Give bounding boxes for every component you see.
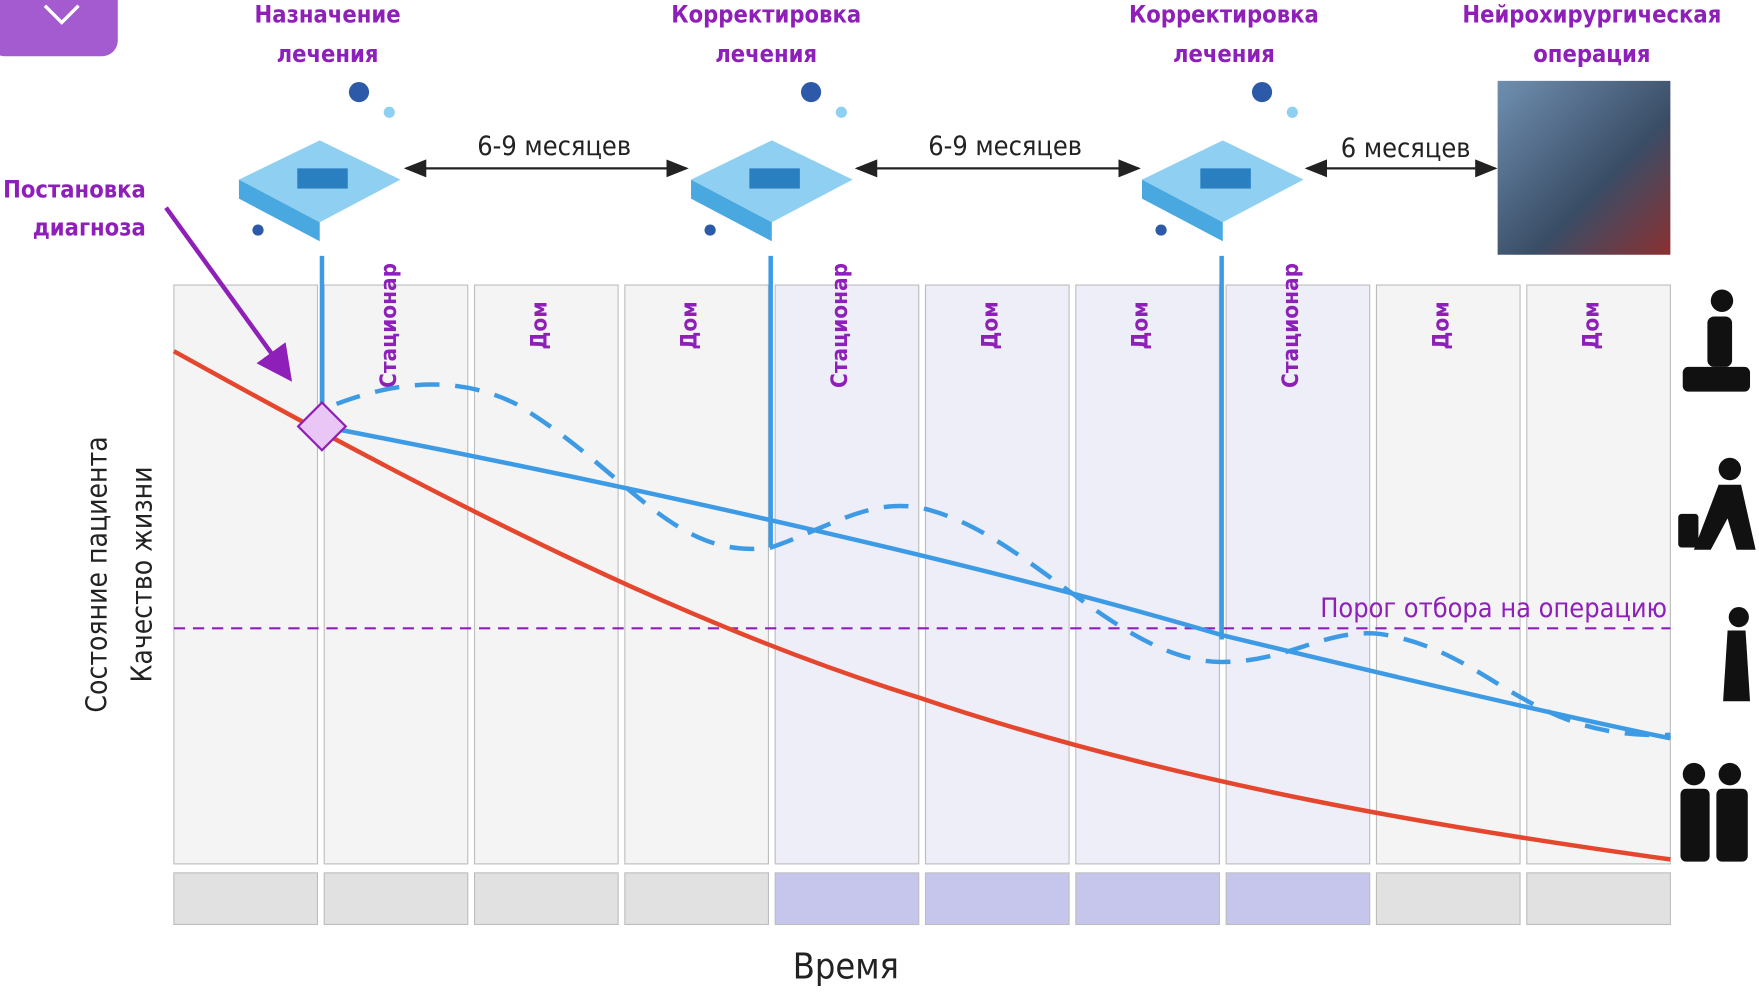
- column: [1375, 284, 1521, 865]
- milestone-label: лечения: [277, 40, 379, 68]
- column-bar: [1375, 872, 1521, 926]
- column-bar: [1225, 872, 1371, 926]
- column: [1526, 284, 1671, 865]
- clinic-dot: [1251, 81, 1273, 103]
- column-label: Дом: [1128, 301, 1154, 349]
- column: [1225, 284, 1371, 865]
- column: [624, 284, 770, 865]
- column-bar: [173, 872, 319, 926]
- treatment-lines: [319, 255, 1224, 640]
- column-label: Стационар: [376, 263, 402, 388]
- patient-figures: [1678, 289, 1756, 862]
- column-bar: [924, 872, 1070, 926]
- column-bar: [473, 872, 619, 926]
- diagnosis-label: Постановка: [3, 176, 146, 204]
- clinic-dot: [252, 224, 264, 236]
- clinic-dot: [383, 106, 395, 118]
- interval-label: 6-9 месяцев: [477, 131, 631, 162]
- clinic-floor: [691, 179, 772, 242]
- column-bar: [323, 872, 469, 926]
- column-label: Стационар: [1278, 263, 1304, 388]
- treated-curve: [321, 424, 1671, 741]
- clinic-bed: [297, 168, 348, 189]
- column: [323, 284, 469, 865]
- clinic-icons: [238, 81, 1304, 242]
- x-axis-label: Время: [793, 946, 899, 987]
- column-label: Дом: [1428, 301, 1454, 349]
- clinic-bed: [1200, 168, 1251, 189]
- milestone-label: лечения: [715, 40, 817, 68]
- clinic-floor: [238, 179, 320, 242]
- column-label: Дом: [1579, 301, 1605, 349]
- milestone-label: Назначение: [255, 1, 401, 29]
- clinic-bed: [749, 168, 800, 189]
- column-bar: [624, 872, 770, 926]
- column-label: Стационар: [827, 263, 853, 388]
- diagnosis-arrow: [164, 206, 293, 382]
- clinic-dot: [800, 81, 822, 103]
- milestone-label: Нейрохирургическая: [1462, 1, 1721, 29]
- fluctuation-curve: [335, 382, 1671, 738]
- column: [473, 284, 619, 865]
- clinic-dot: [704, 224, 716, 236]
- column-bar: [1526, 872, 1671, 926]
- diagnosis-label: диагноза: [33, 214, 146, 242]
- column-label: Дом: [977, 301, 1003, 349]
- interval-label: 6-9 месяцев: [928, 131, 1082, 162]
- y-axis-label: Состояние пациента: [81, 436, 114, 712]
- clinic-dot: [835, 106, 847, 118]
- milestone-label: Корректировка: [1129, 1, 1319, 29]
- column-bar: [1075, 872, 1220, 926]
- column-bar: [774, 872, 920, 926]
- clinic-floor: [1142, 179, 1223, 242]
- diagnosis-marker: [296, 401, 348, 452]
- clinic-dot: [348, 81, 370, 103]
- untreated-curve: [172, 349, 1671, 862]
- milestone-label: лечения: [1173, 40, 1275, 68]
- milestone-label: операция: [1533, 40, 1650, 68]
- threshold-label: Порог отбора на операцию: [1320, 593, 1667, 624]
- column: [1075, 284, 1220, 865]
- clinic-dot: [1286, 106, 1298, 118]
- clinic-dot: [1155, 224, 1167, 236]
- logo: [0, 0, 118, 57]
- surgery-photo: [1497, 80, 1671, 255]
- milestone-label: Корректировка: [671, 1, 861, 29]
- y-axis-label: Качество жизни: [125, 466, 158, 682]
- interval-label: 6 месяцев: [1341, 133, 1471, 164]
- column-label: Дом: [526, 301, 552, 349]
- column-label: Дом: [677, 301, 703, 349]
- column: [774, 284, 920, 865]
- column: [173, 284, 319, 865]
